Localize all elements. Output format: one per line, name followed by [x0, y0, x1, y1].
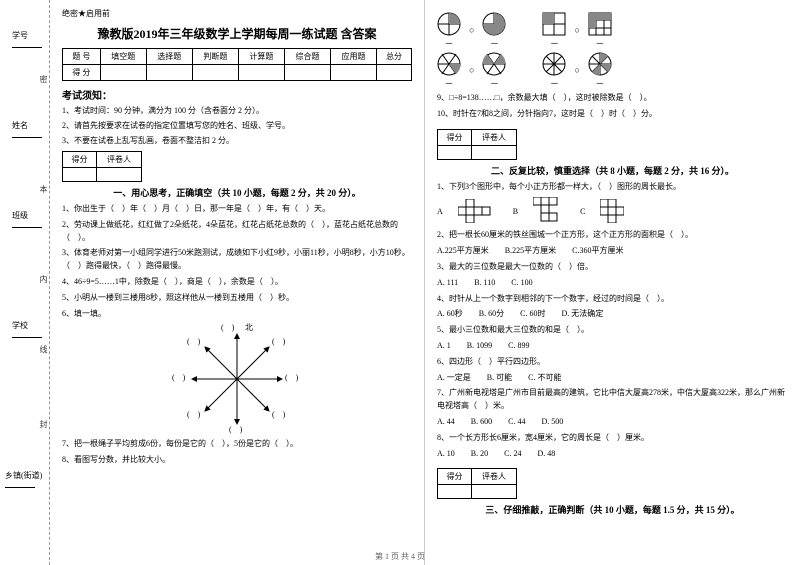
label-school: 学校: [12, 320, 42, 340]
circle-4: ─: [482, 52, 506, 88]
circle-6: ─: [588, 52, 612, 88]
q2-5-opts: A. 1 B. 1099 C. 899: [437, 340, 788, 353]
section3-title: 三、仔细推敲，正确判断（共 10 小题，每题 1.5 分，共 15 分）。: [437, 503, 788, 516]
q1-6: 6、填一填。: [62, 308, 412, 321]
th-num: 题 号: [63, 49, 101, 65]
q2-4-opts: A. 60秒 B. 60分 C. 60时 D. 无法确定: [437, 308, 788, 321]
q1-1: 1、你出生于（ ）年（ ）月（ ）日，那一年是（ ）年，有（ ）天。: [62, 203, 412, 216]
exam-title: 豫教版2019年三年级数学上学期每周一练试题 含答案: [62, 25, 412, 42]
q2-6-opts: A. 一定是 B. 可能 C. 不可能: [437, 372, 788, 385]
q2-3-opts: A. 111 B. 110 C. 100: [437, 277, 788, 290]
q1-9: 9、□÷8=138……□，余数最大填（ ），这时被除数是（ ）。: [437, 92, 788, 105]
binding-margin: 学号 姓名 班级 学校 乡镇(街道) 密 本 内 线 封: [0, 0, 50, 565]
q1-8: 8、看图写分数，并比较大小。: [62, 454, 412, 467]
notice-2: 2、请首先按要求在试卷的指定位置填写您的姓名、班级、学号。: [62, 120, 412, 132]
th-calc: 计算题: [238, 49, 284, 65]
q2-3: 3、最大的三位数是最大一位数的（ ）倍。: [437, 261, 788, 274]
shape-a: [458, 199, 498, 223]
th-app: 应用题: [331, 49, 377, 65]
q1-3: 3、体育老师对第一小组同学进行50米跑测试，成绩如下小红9秒，小丽11秒，小明8…: [62, 247, 412, 273]
circle-1: ─: [437, 12, 461, 48]
th-judge: 判断题: [192, 49, 238, 65]
mark-ben: 本: [38, 185, 49, 193]
shape-options: A B C: [437, 197, 788, 225]
th-choice: 选择题: [146, 49, 192, 65]
q1-10: 10、时针在7和8之间，分针指向7，这时是（ ）时（ ）分。: [437, 108, 788, 121]
fraction-circles-row2: ─ ○ ─ ─ ○ ─: [437, 52, 788, 88]
mark-mi: 密: [38, 75, 49, 83]
mark-xian: 线: [38, 345, 49, 353]
q2-8-opts: A. 10 B. 20 C. 24 D. 48: [437, 448, 788, 461]
notice-3: 3、不要在试卷上乱写乱画，卷面不整洁扣 2 分。: [62, 135, 412, 147]
marker-box-2: 得分评卷人: [437, 129, 517, 160]
q2-2: 2、把一根长60厘米的铁丝围城一个正方形，这个正方形的面积是（ ）。: [437, 229, 788, 242]
circle-3: ─: [437, 52, 461, 88]
compass-diagram: 北 ( ) ( ) ( ) ( ) ( ) ( ) ( ) ( ): [177, 324, 297, 434]
compass-p4: ( ): [285, 372, 298, 383]
label-class: 班级: [12, 210, 42, 230]
td-score-label: 得 分: [63, 65, 101, 81]
q1-5: 5、小明从一楼到三楼用8秒，照这样他从一楼到五楼用（ ）秒。: [62, 292, 412, 305]
notice-1: 1、考试时间：90 分钟，满分为 100 分（含卷面分 2 分）。: [62, 105, 412, 117]
q2-7-opts: A. 44 B. 600 C. 44 D. 500: [437, 416, 788, 429]
marker-box-3: 得分评卷人: [437, 468, 517, 499]
label-student-id: 学号: [12, 30, 42, 50]
compass-p0: ( ): [221, 322, 234, 333]
q2-6: 6、四边形（ ）平行四边形。: [437, 356, 788, 369]
confidential-mark: 绝密★启用前: [62, 8, 412, 19]
shape-b-label: B: [513, 207, 518, 216]
square-2: ─: [588, 12, 612, 48]
marker-box-1: 得分评卷人: [62, 151, 142, 182]
q2-4: 4、时针从上一个数字到相邻的下一个数字，经过的时间是（ ）。: [437, 293, 788, 306]
notice-title: 考试须知：: [62, 87, 412, 102]
q2-7: 7、广州新电视塔是广州市目前最高的建筑，它比中信大厦高278米，中信大厦高322…: [437, 387, 788, 413]
compass-north: 北: [245, 322, 253, 333]
compass-p7: ( ): [229, 424, 242, 435]
shape-c: [600, 199, 624, 223]
score-table: 题 号 填空题 选择题 判断题 计算题 综合题 应用题 总分 得 分: [62, 48, 412, 81]
q2-2-opts: A.225平方厘米 B.225平方厘米 C.360平方厘米: [437, 245, 788, 258]
right-column: ─ ○ ─ ─ ○ ─: [425, 0, 800, 565]
section1-title: 一、用心思考，正确填空（共 10 小题，每题 2 分，共 20 分）。: [62, 186, 412, 199]
q2-1: 1、下列3个图形中，每个小正方形都一样大，（ ）图形的周长最长。: [437, 181, 788, 194]
label-name: 姓名: [12, 120, 42, 140]
q1-2: 2、劳动课上做纸花，红红做了2朵纸花，4朵蓝花，红花占纸花总数的（ ），蓝花占纸…: [62, 219, 412, 245]
square-1: ─: [542, 12, 566, 48]
th-fill: 填空题: [100, 49, 146, 65]
main-content: 绝密★启用前 豫教版2019年三年级数学上学期每周一练试题 含答案 题 号 填空…: [50, 0, 800, 565]
th-total: 总分: [377, 49, 412, 65]
section2-title: 二、反复比较，慎重选择（共 8 小题，每题 2 分，共 16 分）。: [437, 164, 788, 177]
q2-8: 8、一个长方形长6厘米，宽4厘米，它的周长是（ ）厘米。: [437, 432, 788, 445]
shape-b: [533, 197, 565, 225]
q1-4: 4、46÷9=5……1中，除数是（ ），商是（ ），余数是（ ）。: [62, 276, 412, 289]
fraction-circles-row1: ─ ○ ─ ─ ○ ─: [437, 12, 788, 48]
circle-5: ─: [542, 52, 566, 88]
compass-p5: ( ): [187, 409, 200, 420]
shape-c-label: C: [580, 207, 585, 216]
mark-feng: 封: [38, 420, 49, 428]
left-column: 绝密★启用前 豫教版2019年三年级数学上学期每周一练试题 含答案 题 号 填空…: [50, 0, 425, 565]
label-town: 乡镇(街道): [5, 470, 42, 490]
circle-2: ─: [482, 12, 506, 48]
shape-a-label: A: [437, 207, 443, 216]
th-comp: 综合题: [284, 49, 330, 65]
compass-p1: ( ): [187, 336, 200, 347]
page-footer: 第 1 页 共 4 页: [0, 551, 800, 562]
compass-p3: ( ): [172, 372, 185, 383]
q1-7: 7、把一根绳子平均剪成6份，每份是它的（ ），5份是它的（ ）。: [62, 438, 412, 451]
q2-5: 5、最小三位数和最大三位数的和是（ ）。: [437, 324, 788, 337]
compass-p6: ( ): [272, 409, 285, 420]
mark-nei: 内: [38, 275, 49, 283]
compass-p2: ( ): [272, 336, 285, 347]
